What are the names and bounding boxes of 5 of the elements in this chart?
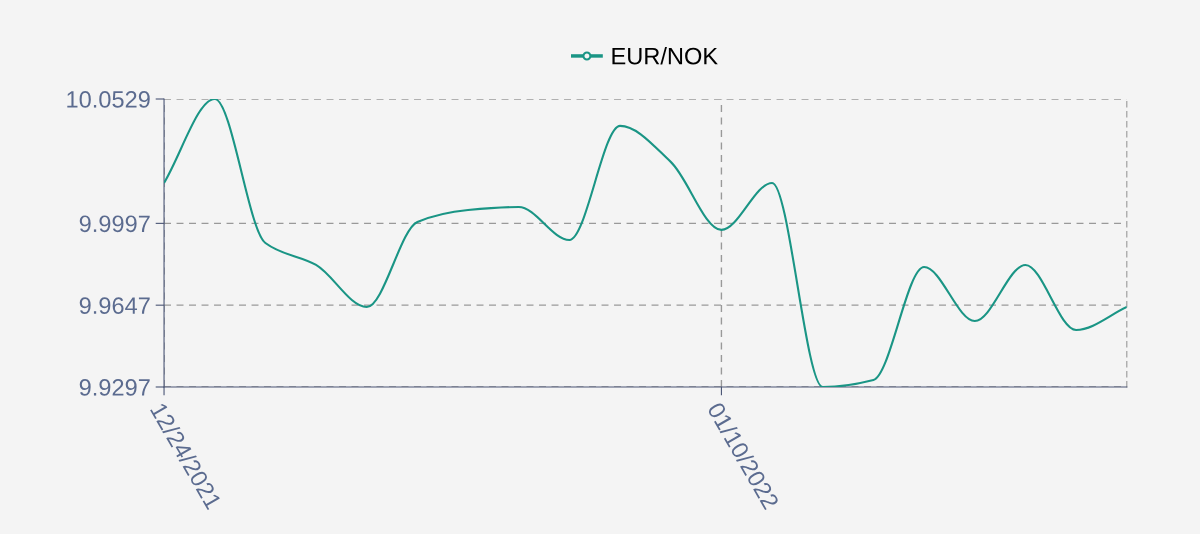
legend-label: EUR/NOK xyxy=(612,47,718,65)
y-tick-label: 9.9297 xyxy=(79,379,150,396)
y-tick-label: 9.9647 xyxy=(79,297,150,314)
y-tick-label: 10.0529 xyxy=(67,91,150,108)
y-tick-label: 9.9997 xyxy=(79,215,150,233)
